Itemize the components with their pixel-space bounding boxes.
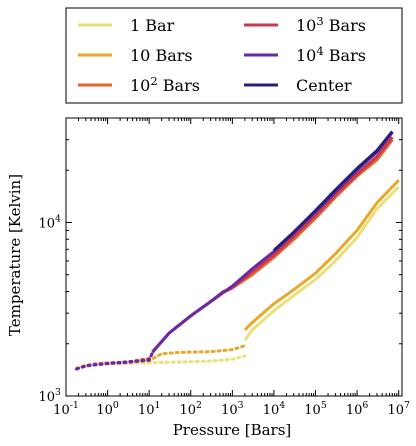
series-1-solid-line [243,179,400,332]
series-0-dotted-line [75,354,247,370]
y-axis-label: Temperature [Kelvin] [6,174,24,336]
series-0-solid-line [243,186,400,341]
legend-box [65,7,403,104]
ticks-group: 10-1 100 101 102 103 104 105 106 107 103 104 [39,118,410,418]
legend-label: 104 Bars [296,44,366,65]
legend: 1 Bar 10 Bars 102 Bars 103 Bars 104 Bars Cent… [78,14,366,95]
legend-label: Center [296,76,352,95]
x-tick-label: 104 [263,400,286,418]
x-axis-label: Pressure [Bars] [173,421,292,439]
legend-label: 102 Bars [130,74,200,95]
x-tick-label: 103 [221,400,244,418]
series-group [75,130,400,371]
legend-label: 10 Bars [130,46,193,65]
legend-label: 103 Bars [296,14,366,35]
series-5-solid-line [272,130,394,252]
series-4-dotted-line [75,351,154,371]
y-tick-label: 104 [39,213,62,231]
plot-frame [66,118,402,396]
y-tick-label: 103 [39,387,62,405]
x-tick-label: 102 [180,400,203,418]
x-tick-label: 105 [304,400,327,418]
plot-border [65,117,403,397]
legend-label: 1 Bar [130,16,175,35]
x-tick-label: 100 [96,400,119,418]
x-tick-label: 10-1 [53,400,79,418]
x-tick-label: 107 [387,400,410,418]
x-tick-label: 106 [346,400,369,418]
x-tick-label: 101 [138,400,161,418]
